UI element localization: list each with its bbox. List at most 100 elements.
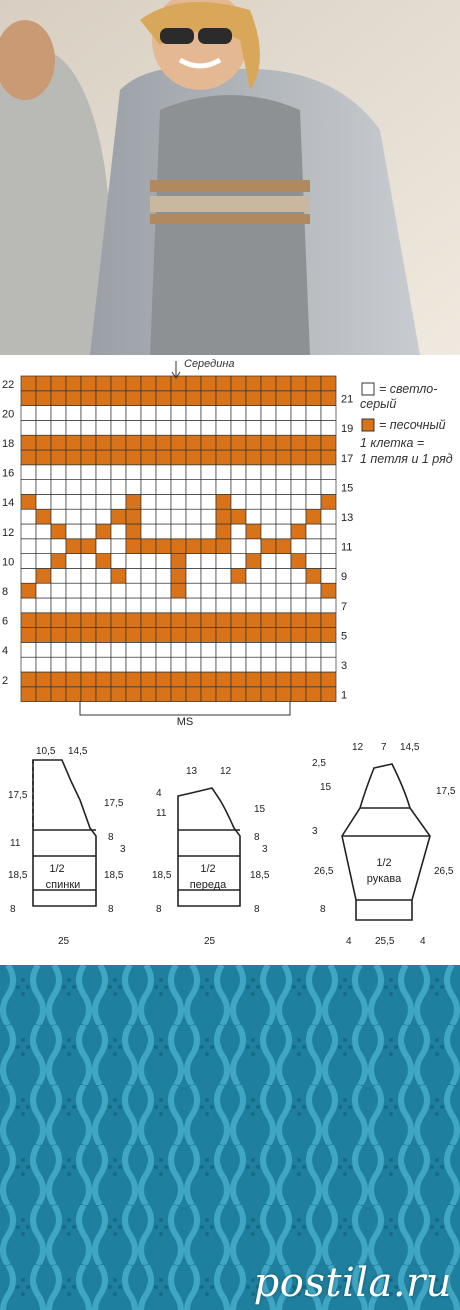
chart-cell — [80, 375, 97, 392]
chart-cell — [170, 449, 187, 466]
chart-cell — [35, 375, 52, 392]
row-number-left: 12 — [2, 527, 14, 539]
chart-cell — [65, 420, 82, 436]
chart-cell — [320, 656, 337, 673]
chart-cell — [20, 420, 37, 436]
chart-cell — [125, 479, 142, 495]
chart-cell — [95, 405, 112, 421]
chart-cell — [200, 523, 217, 540]
chart-cell — [20, 553, 37, 569]
chart-cell — [260, 405, 277, 421]
chart-cell — [110, 656, 127, 673]
front-right-4: 8 — [254, 904, 260, 915]
chart-cell — [305, 420, 322, 436]
chart-cell — [260, 597, 277, 614]
chart-cell — [275, 434, 292, 451]
chart-cell — [320, 494, 337, 510]
chart-cell — [35, 656, 52, 673]
chart-cell — [35, 671, 52, 688]
chart-cell — [185, 642, 202, 658]
row-number-right: 7 — [341, 601, 347, 613]
chart-cell — [260, 538, 277, 554]
sleeve-left-1: 15 — [320, 782, 332, 793]
chart-cell — [215, 656, 232, 673]
center-label: Середина — [184, 358, 235, 370]
chart-cell — [80, 582, 97, 599]
chart-cell — [170, 479, 187, 495]
chart-cell — [185, 375, 202, 392]
chart-cell — [80, 597, 97, 614]
chart-cell — [170, 568, 187, 584]
chart-cell — [110, 553, 127, 569]
chart-cell — [140, 627, 157, 643]
chart-cell — [320, 479, 337, 495]
chart-cell — [260, 656, 277, 673]
front-right-3: 18,5 — [250, 870, 270, 881]
chart-cell — [215, 479, 232, 495]
chart-cell — [50, 627, 67, 643]
chart-cell — [80, 671, 97, 688]
chart-cell — [65, 597, 82, 614]
chart-cell — [260, 420, 277, 436]
chart-cell — [65, 405, 82, 421]
front-left-0: 4 — [156, 788, 162, 799]
row-number-left: 18 — [2, 438, 14, 450]
chart-cell — [260, 434, 277, 451]
chart-cell — [245, 494, 262, 510]
chart-cell — [215, 494, 232, 510]
chart-cell — [275, 671, 292, 688]
chart-cell — [35, 686, 52, 702]
chart-cell — [200, 464, 217, 480]
chart-cell — [215, 612, 232, 628]
chart-cell — [155, 464, 172, 480]
back-left-3: 8 — [10, 904, 16, 915]
row-number-left: 4 — [2, 645, 8, 657]
chart-cell — [290, 508, 307, 525]
chart-cell — [260, 494, 277, 510]
chart-cell — [290, 568, 307, 584]
chart-cell — [275, 568, 292, 584]
sleeve-bottom-1: 25,5 — [375, 936, 395, 947]
chart-cell — [20, 479, 37, 495]
chart-cell — [125, 405, 142, 421]
chart-cell — [185, 582, 202, 599]
chart-cell — [35, 405, 52, 421]
chart-cell — [110, 464, 127, 480]
chart-cell — [20, 464, 37, 480]
chart-cell — [125, 597, 142, 614]
chart-cell — [305, 568, 322, 584]
chart-cell — [305, 671, 322, 688]
chart-cell — [320, 612, 337, 628]
chart-cell — [290, 375, 307, 392]
chart-cell — [230, 479, 247, 495]
chart-cell — [170, 553, 187, 569]
chart-cell — [35, 449, 52, 466]
watermark: postila.ru — [253, 1260, 452, 1306]
row-number-right: 15 — [341, 482, 353, 494]
chart-cell — [170, 671, 187, 688]
chart-cell — [290, 434, 307, 451]
chart-cell — [125, 508, 142, 525]
chart-cell — [200, 671, 217, 688]
chart-cell — [50, 449, 67, 466]
chart-cell — [140, 434, 157, 451]
chart-cell — [290, 464, 307, 480]
chart-cell — [20, 568, 37, 584]
chart-cell — [50, 434, 67, 451]
chart-cell — [155, 538, 172, 554]
chart-cell — [200, 479, 217, 495]
chart-cell — [20, 597, 37, 614]
sleeve-top-1: 7 — [381, 742, 387, 753]
chart-cell — [35, 538, 52, 554]
chart-cell — [275, 627, 292, 643]
chart-cell — [320, 553, 337, 569]
chart-cell — [290, 656, 307, 673]
chart-cell — [20, 582, 37, 599]
chart-cell — [245, 582, 262, 599]
sleeve-top-2: 14,5 — [400, 742, 420, 753]
front-bottom: 25 — [204, 936, 216, 947]
chart-cell — [230, 671, 247, 688]
chart-cell — [245, 508, 262, 525]
front-left-2: 18,5 — [152, 870, 172, 881]
chart-cell — [245, 686, 262, 702]
